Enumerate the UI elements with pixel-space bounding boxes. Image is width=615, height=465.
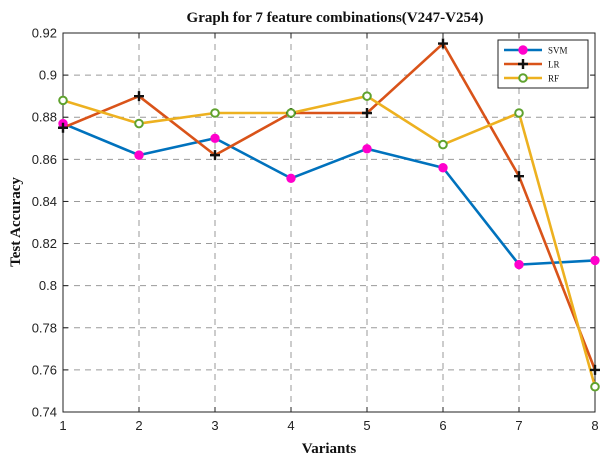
grid [63, 33, 595, 412]
data-point-lr [58, 122, 68, 133]
data-point-rf [438, 139, 448, 150]
y-axis-label: Test Accuracy [8, 177, 24, 267]
y-tick-label: 0.74 [32, 405, 57, 420]
x-axis-label: Variants [302, 441, 357, 457]
data-point-rf [286, 108, 296, 118]
data-point-lr [134, 91, 144, 102]
data-point-lr [362, 108, 372, 119]
y-tick-label: 0.82 [32, 236, 57, 251]
y-tick-label: 0.78 [32, 320, 57, 335]
legend-label-svm: SVM [548, 46, 568, 56]
plot-area-frame [62, 32, 596, 413]
data-point-svm [438, 163, 448, 173]
data-point-svm [362, 144, 372, 154]
chart-title: Graph for 7 feature combinations(V247-V2… [187, 10, 484, 26]
x-tick-label: 3 [211, 418, 218, 433]
legend-marker-rf [518, 73, 528, 83]
legend: SVM LR RF [497, 39, 589, 89]
data-point-lr [590, 364, 600, 375]
y-tick-label: 0.8 [39, 278, 57, 293]
legend-label-lr: LR [548, 60, 560, 70]
data-point-lr [210, 150, 220, 161]
x-tick-label: 8 [591, 418, 598, 433]
x-tick-label: 1 [59, 418, 66, 433]
y-axis-ticks: 0.74 0.76 0.78 0.8 0.82 0.84 0.86 0.88 0.9 0.92 [32, 26, 595, 420]
data-point-rf [590, 381, 600, 392]
data-point-svm [134, 150, 144, 160]
data-point-rf [514, 108, 524, 118]
series-line-rf [62, 94, 597, 388]
data-point-svm [514, 259, 524, 270]
data-point-lr [438, 38, 448, 49]
y-tick-label: 0.88 [32, 110, 57, 125]
y-tick-label: 0.92 [32, 26, 57, 41]
x-tick-label: 7 [515, 418, 522, 433]
data-point-rf [58, 95, 68, 106]
x-tick-label: 2 [135, 418, 142, 433]
series-line-lr [62, 42, 597, 371]
legend-marker-svm [518, 45, 528, 55]
x-tick-label: 5 [363, 418, 370, 433]
y-tick-label: 0.9 [39, 68, 57, 83]
data-point-rf [362, 91, 372, 101]
x-tick-label: 4 [287, 418, 294, 433]
data-point-svm [286, 173, 296, 183]
legend-marker-lr [518, 59, 528, 69]
series-lines [62, 42, 597, 388]
y-tick-label: 0.86 [32, 152, 57, 167]
data-point-rf [134, 118, 144, 129]
y-tick-label: 0.76 [32, 362, 57, 377]
x-axis-ticks: 1 2 3 4 5 6 7 8 [59, 33, 599, 433]
data-point-rf [210, 108, 220, 118]
series-markers [58, 38, 600, 392]
y-tick-label: 0.84 [32, 194, 57, 209]
data-point-svm [210, 133, 220, 143]
x-tick-label: 6 [439, 418, 446, 433]
series-line-svm [62, 122, 596, 266]
data-point-lr [514, 171, 524, 182]
legend-label-rf: RF [548, 74, 559, 84]
data-point-svm [590, 255, 600, 266]
